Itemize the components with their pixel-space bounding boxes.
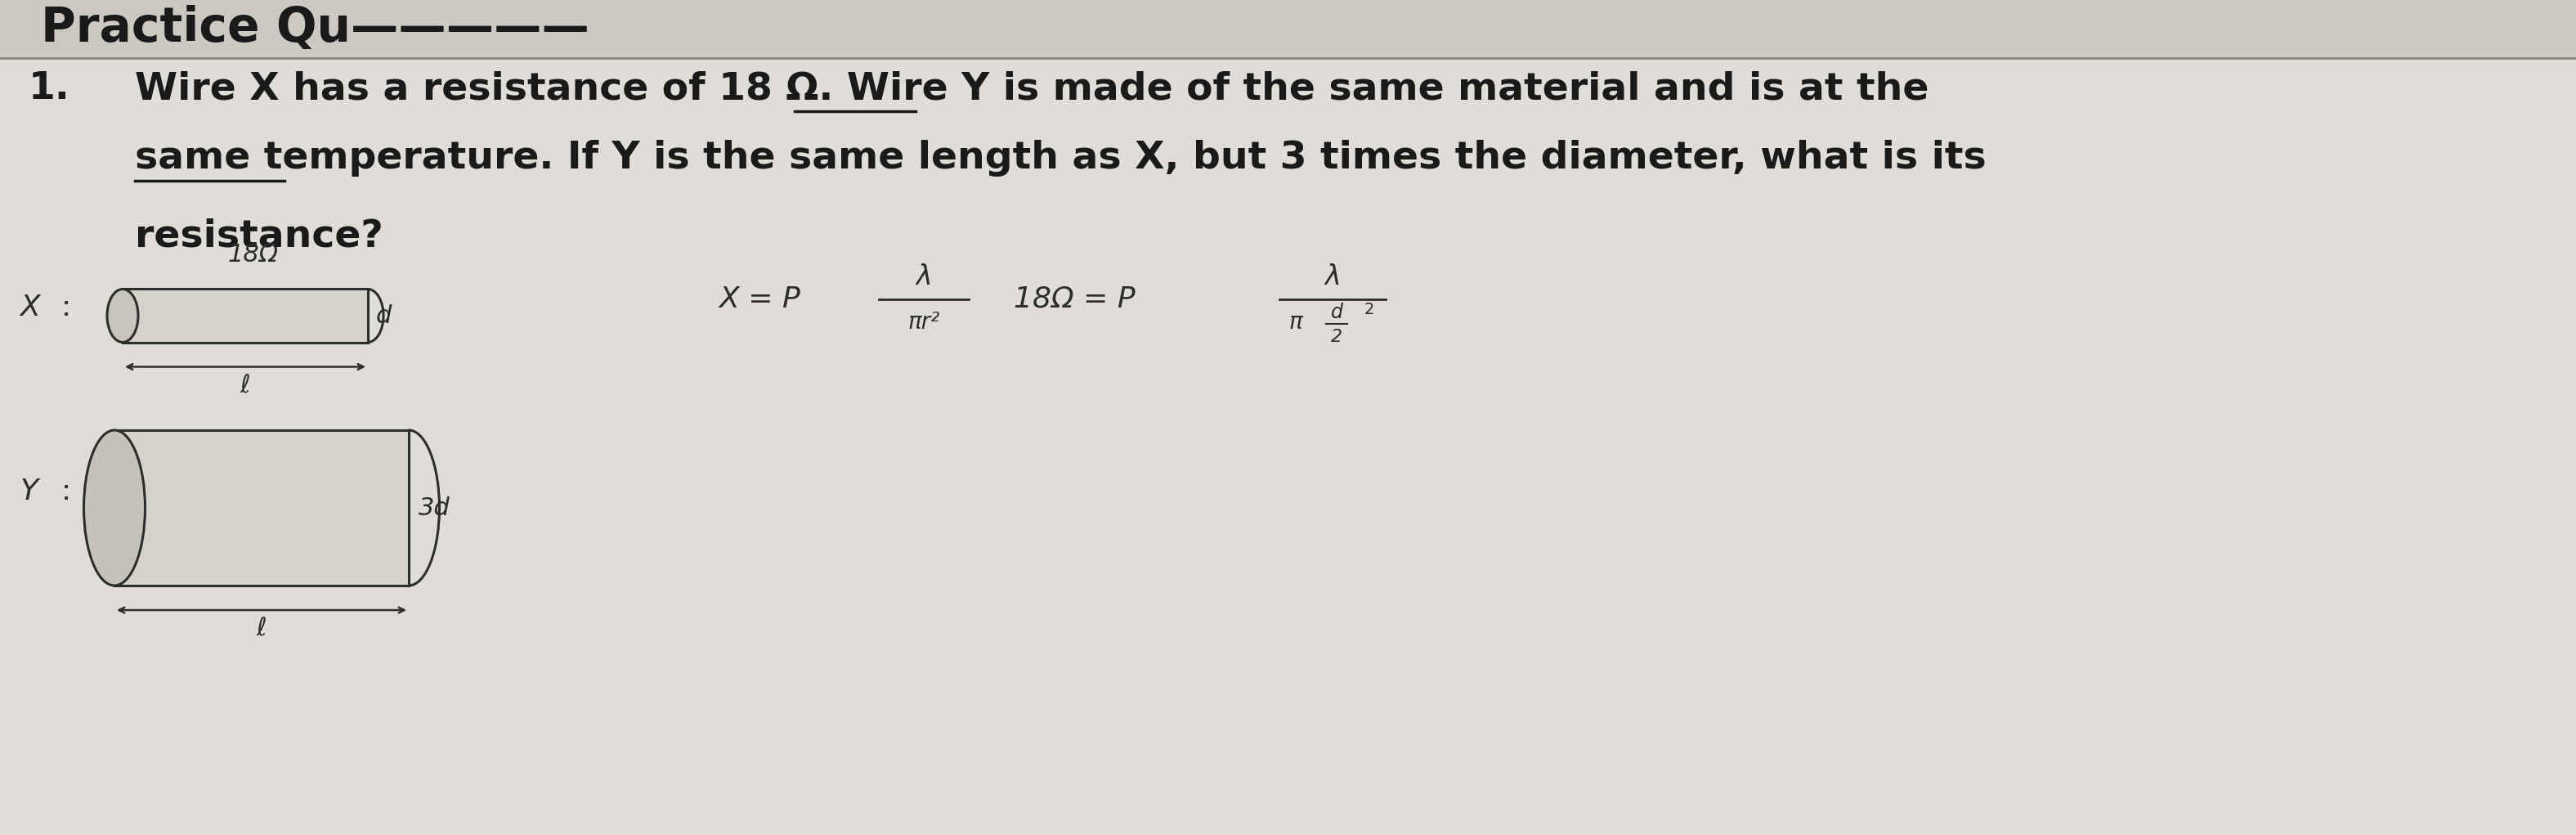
Ellipse shape: [85, 430, 144, 585]
Bar: [124, 289, 368, 342]
Text: 3d: 3d: [417, 496, 451, 519]
Text: d: d: [376, 304, 392, 327]
Text: λ: λ: [914, 263, 933, 290]
Bar: [113, 430, 410, 585]
Bar: [0, 0, 2576, 58]
Text: same temperature. If Y is the same length as X, but 3 times the diameter, what i: same temperature. If Y is the same lengt…: [134, 139, 1986, 177]
Text: 18Ω = P: 18Ω = P: [1015, 286, 1136, 313]
Text: resistance?: resistance?: [134, 218, 384, 255]
Text: πr²: πr²: [907, 311, 940, 334]
Ellipse shape: [108, 289, 139, 342]
Text: :: :: [62, 478, 72, 505]
Text: Practice Qu—————: Practice Qu—————: [41, 5, 590, 52]
Text: 1.: 1.: [28, 70, 70, 107]
Text: Y: Y: [21, 478, 39, 505]
Text: 18Ω: 18Ω: [229, 243, 278, 266]
Text: Wire X has a resistance of 18 Ω. Wire Y is made of the same material and is at t: Wire X has a resistance of 18 Ω. Wire Y …: [134, 70, 1929, 107]
Text: 2: 2: [1365, 302, 1376, 318]
Text: d: d: [1332, 302, 1342, 322]
Text: X = P: X = P: [719, 286, 801, 313]
Text: ℓ: ℓ: [258, 616, 268, 640]
Text: ℓ: ℓ: [240, 373, 250, 397]
Text: X: X: [21, 294, 41, 321]
Text: :: :: [62, 294, 72, 321]
Text: λ: λ: [1324, 263, 1340, 290]
Text: 2: 2: [1332, 329, 1342, 345]
Text: π: π: [1288, 311, 1303, 334]
